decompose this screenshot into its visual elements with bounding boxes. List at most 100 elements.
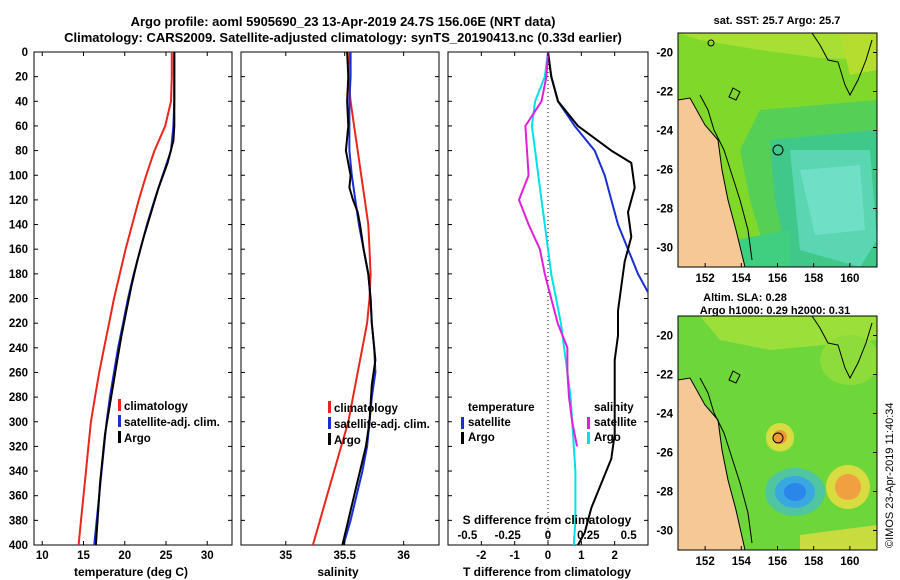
map-x-tick-label: 152 — [696, 273, 715, 285]
depth-tick-label: 260 — [9, 367, 28, 379]
depth-tick-label: 180 — [9, 269, 28, 281]
depth-tick-label: 400 — [9, 540, 28, 552]
legend-label: climatology — [334, 403, 399, 415]
depth-tick-label: 40 — [15, 96, 28, 108]
map-y-tick-label: -28 — [656, 204, 673, 216]
temperature-panel — [33, 51, 233, 546]
depth-tick-label: 300 — [9, 417, 28, 429]
x-tick-label: 20 — [118, 550, 131, 562]
x-tick-label: -1 — [510, 550, 521, 562]
sla-map — [678, 316, 877, 550]
depth-tick-label: 240 — [9, 343, 28, 355]
map2-title: Altim. SLA: 0.28 — [703, 292, 787, 304]
map1-axes: 152 154 156 158 160 -20 -22 -24 -26 -28 -30 — [656, 48, 877, 285]
depth-tick-label: 160 — [9, 244, 28, 256]
legend-temperature-title: temperature — [468, 402, 534, 414]
legend-label: Argo — [468, 432, 495, 444]
legend-label: satellite — [468, 417, 511, 429]
legend-label: Argo — [124, 433, 151, 445]
map2-axes: 152 154 156 158 160 -20 -22 -24 -26 -28 -30 — [656, 331, 877, 568]
x-tick-label: 10 — [36, 550, 49, 562]
depth-tick-label: 340 — [9, 466, 28, 478]
map2-subtitle: Argo h1000: 0.29 h2000: 0.31 — [700, 305, 850, 317]
series-line-climatology — [77, 52, 173, 545]
figure-title-line2: Climatology: CARS2009. Satellite-adjuste… — [64, 30, 622, 45]
x2-tick-label: -0.5 — [457, 530, 477, 542]
credit-text: ©IMOS 23-Apr-2019 11:40:34 — [884, 403, 896, 548]
legend-salinity-title: salinity — [594, 402, 634, 414]
difference-panel — [447, 51, 649, 546]
salinity-xlabel: salinity — [317, 565, 359, 579]
temperature-xlabel: temperature (deg C) — [74, 565, 188, 579]
depth-tick-label: 20 — [15, 72, 28, 84]
salinity-series — [311, 52, 377, 545]
map-x-tick-label: 156 — [768, 556, 787, 568]
legend-swatch-satellite — [118, 415, 121, 427]
x-tick-label: -2 — [476, 550, 486, 562]
series-line-t-argo — [547, 52, 636, 545]
x-tick-label: 35 — [279, 550, 292, 562]
x-tick-label: 25 — [160, 550, 173, 562]
legend-swatch-s-satellite — [587, 417, 590, 429]
figure-title-line1: Argo profile: aoml 5905690_23 13-Apr-201… — [131, 14, 556, 29]
legend-swatch-argo — [461, 432, 464, 444]
temperature-series — [77, 52, 176, 545]
depth-tick-label: 0 — [22, 47, 28, 59]
s-difference-xlabel: S difference from climatology — [463, 513, 632, 527]
legend-label: satellite — [594, 417, 637, 429]
map-y-tick-label: -30 — [656, 243, 673, 255]
legend-swatch-satellite — [461, 417, 464, 429]
x-axes: 10 15 20 25 30 35 35.5 36 -2 -1 0 1 2 -0.5 -0.25 0 0.25 0… — [36, 52, 637, 562]
legend-swatch-satellite — [328, 417, 331, 429]
x-tick-label: 0 — [545, 550, 551, 562]
x2-tick-label: 0.5 — [621, 530, 638, 542]
depth-tick-label: 380 — [9, 515, 28, 527]
x-tick-label: 1 — [578, 550, 585, 562]
map-y-tick-label: -30 — [656, 526, 673, 538]
series-line-s-argo — [518, 52, 578, 447]
x-tick-label: 30 — [201, 550, 214, 562]
difference-series — [518, 52, 648, 545]
map-x-tick-label: 158 — [804, 273, 824, 285]
map-x-tick-label: 160 — [840, 273, 859, 285]
series-line-argo — [341, 52, 377, 545]
map-y-tick-label: -20 — [656, 331, 673, 343]
map1-title: sat. SST: 25.7 Argo: 25.7 — [714, 15, 841, 27]
legend-swatch-climatology — [328, 401, 331, 413]
map-x-tick-label: 160 — [840, 556, 859, 568]
map-y-tick-label: -26 — [656, 165, 673, 177]
legend-swatch-argo — [328, 433, 331, 445]
legend-swatch-s-argo — [587, 432, 590, 444]
depth-axis: 0 20 40 60 80 100 120 140 160 180 200 220 240 260 280 3… — [9, 47, 648, 552]
x-tick-label: 2 — [611, 550, 617, 562]
depth-tick-label: 80 — [15, 146, 28, 158]
map-x-tick-label: 152 — [696, 556, 715, 568]
depth-tick-label: 60 — [15, 121, 28, 133]
x2-tick-label: 0 — [545, 530, 551, 542]
difference-legend: temperature satellite Argo salinity sate… — [461, 402, 637, 444]
map-y-tick-label: -24 — [656, 409, 673, 421]
map-y-tick-label: -24 — [656, 126, 673, 138]
legend-label: climatology — [124, 401, 189, 413]
legend-label: Argo — [334, 435, 361, 447]
sst-map — [678, 33, 877, 267]
legend-swatch-argo — [118, 431, 121, 443]
series-line-climatology — [311, 52, 372, 545]
depth-tick-label: 220 — [9, 318, 28, 330]
map-y-tick-label: -28 — [656, 487, 673, 499]
map-x-tick-label: 154 — [732, 273, 752, 285]
series-line-argo — [94, 52, 176, 545]
depth-tick-label: 200 — [9, 294, 28, 306]
map-y-tick-label: -22 — [656, 370, 673, 382]
map-y-tick-label: -20 — [656, 48, 673, 60]
legend-label: satellite-adj. clim. — [124, 417, 220, 429]
x-tick-label: 15 — [77, 550, 90, 562]
depth-tick-label: 120 — [9, 195, 28, 207]
depth-tick-label: 320 — [9, 441, 28, 453]
x2-tick-label: -0.25 — [495, 530, 522, 542]
depth-tick-label: 100 — [9, 170, 28, 182]
legend-label: satellite-adj. clim. — [334, 419, 430, 431]
map-y-tick-label: -22 — [656, 87, 673, 99]
series-line-satellite-adj-clim- — [93, 52, 176, 545]
series-line-s-satellite — [530, 52, 577, 545]
